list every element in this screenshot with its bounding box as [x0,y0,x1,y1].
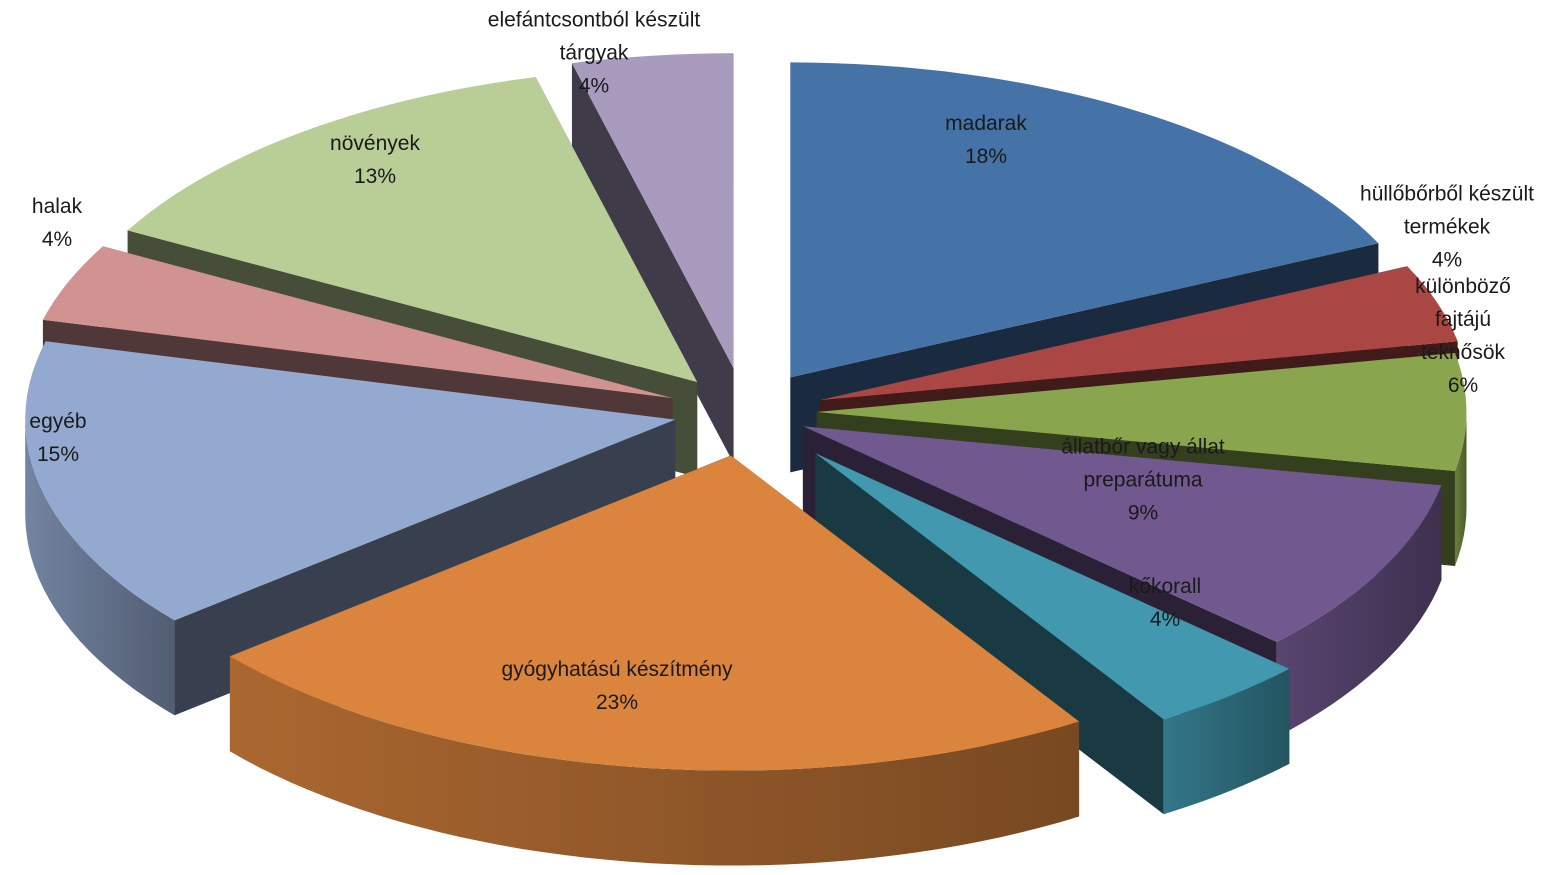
slice-label-percent: 4% [578,74,610,98]
slice-label-name: egyéb [29,410,87,433]
slice-rim-3 [1276,485,1442,737]
slice-label-name: termékek [1403,215,1491,239]
slice-label-percent: 9% [1127,501,1159,525]
slice-rim-5 [229,656,1080,866]
slice-label-percent: 23% [595,691,639,714]
slice-top-0 [790,62,1379,378]
slice-label: elefántcsontból készült tárgyak 4% [488,4,700,103]
slice-label-name: állatbőr vagy állat [1061,435,1225,459]
slice-label-percent: 13% [353,165,397,188]
slice-label-name: madarak [945,112,1027,135]
slice-label: hüllőbőrből készült termékek 4% [1360,178,1534,277]
slice-label: gyógyhatású készítmény 23% [501,653,732,719]
slice-side-wall-9-0 [571,63,734,464]
slice-top-3 [802,426,1442,642]
slice-label: növények 13% [330,127,420,193]
slice-top-1 [819,266,1458,401]
slice-rim-4 [1163,668,1290,815]
slice-label: állatbőr vagy állat preparátuma 9% [1061,431,1224,530]
slice-top-5 [229,455,1080,771]
slice-label-name: hüllőbőrből készült [1360,182,1534,206]
slice-top-2 [816,353,1467,471]
slice-top-4 [815,453,1290,720]
slice-rim-6 [25,419,175,716]
slice-label-name: fajtájú [1434,308,1492,331]
slice-label: egyéb 15% [29,405,86,471]
slice-top-7 [42,246,673,399]
slice-top-8 [127,77,698,383]
slice-label-percent: 15% [36,443,80,466]
slice-label-percent: 4% [1431,248,1463,272]
slice-label-name: preparátuma [1083,468,1203,492]
slice-label-name: tárgyak [559,41,629,65]
slice-label-name: halak [31,195,83,218]
slice-label-name: gyógyhatású készítmény [501,658,733,681]
slice-label-percent: 18% [964,145,1008,168]
slice-label-percent: 4% [1149,608,1181,631]
slice-label: kőkorall 4% [1129,570,1201,636]
slice-label-name: teknősök [1420,341,1506,364]
slice-top-6 [25,341,676,621]
slice-label-name: elefántcsontból készült [487,8,701,32]
slice-label: halak 4% [32,190,82,256]
slice-label-percent: 6% [1447,374,1479,397]
slice-label: különböző fajtájú teknősök 6% [1415,270,1511,402]
slice-label-name: különböző [1415,275,1511,298]
slice-label-name: növények [330,132,420,155]
slice-label-percent: 4% [41,228,73,251]
slice-rim-2 [1455,412,1467,566]
slice-label-name: kőkorall [1128,575,1202,598]
slice-top-9 [571,53,734,369]
slice-label: madarak 18% [945,107,1027,173]
